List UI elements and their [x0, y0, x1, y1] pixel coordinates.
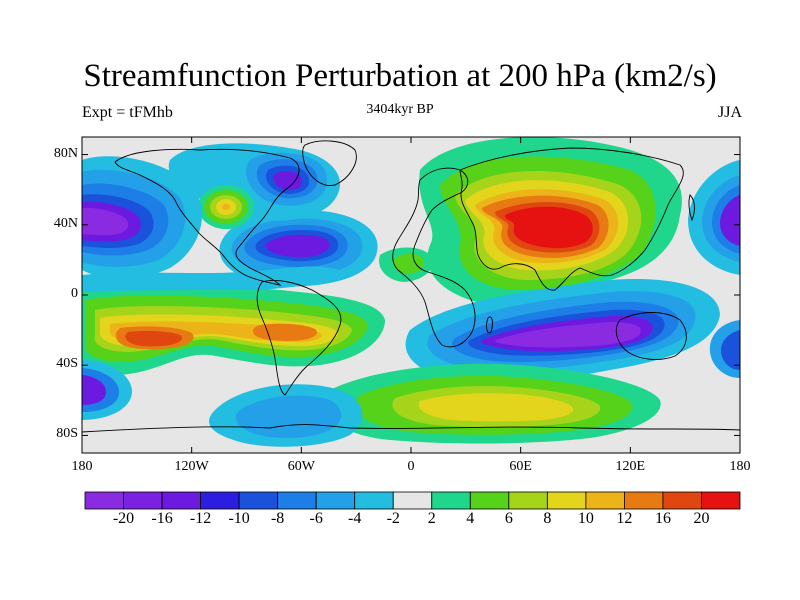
north-pacific-low-blob — [82, 156, 202, 278]
colorbar-label: -20 — [112, 510, 135, 527]
colorbar-label: -6 — [309, 510, 323, 527]
antarctica-coast — [82, 424, 740, 433]
asia-coast — [459, 147, 684, 291]
colorbar-label: 8 — [543, 510, 552, 527]
x-tick-label: 180 — [729, 459, 751, 474]
y-tick-label: 80N — [53, 145, 78, 161]
colorbar-swatch — [161, 491, 201, 510]
sp-edge-low-blob — [82, 320, 740, 420]
x-tick-label: 60W — [287, 459, 315, 474]
x-tick-label: 60E — [509, 459, 532, 474]
colorbar-label: -12 — [189, 510, 212, 527]
greenland-coast — [302, 140, 357, 186]
map-title: Streamfunction Perturbation at 200 hPa (… — [83, 58, 717, 94]
y-tick-label: 40S — [56, 356, 78, 372]
colorbar-swatch — [238, 491, 279, 510]
colorbar-label: 20 — [693, 510, 710, 527]
x-tick-label: 0 — [407, 459, 415, 474]
x-tick-label: 120E — [615, 459, 646, 474]
far-east-low-blob — [688, 160, 740, 275]
colorbar-swatch — [662, 491, 702, 510]
north-america-coast — [114, 148, 300, 286]
colorbar-swatch — [508, 491, 548, 510]
south-atlantic-band-blob — [325, 363, 661, 444]
south-pacific-high-blob — [82, 284, 385, 376]
colorbar-swatch — [701, 491, 741, 510]
coastlines — [82, 140, 740, 433]
europe-africa-coast — [392, 167, 476, 348]
colorbar-swatch — [200, 491, 240, 510]
season-label: JJA — [717, 104, 742, 121]
colorbar-swatch — [354, 491, 394, 510]
streamfunction-field — [82, 137, 740, 447]
japan-coast — [688, 194, 695, 222]
colorbar-swatch — [469, 491, 510, 510]
colorbar-swatch — [392, 491, 433, 510]
x-tick-label: 180 — [71, 459, 93, 474]
y-tick-label: 80S — [56, 426, 78, 442]
axis-ticks — [81, 137, 741, 453]
colorbar-label: 2 — [427, 510, 436, 527]
na-small-high-blob — [198, 185, 254, 229]
colorbar-swatch — [277, 491, 317, 510]
colorbar-swatch — [624, 491, 664, 510]
colorbar-swatch — [123, 491, 163, 510]
colorbar-swatch — [431, 491, 471, 510]
colorbar-label: -8 — [270, 510, 285, 527]
colorbar — [84, 491, 741, 510]
colorbar-label: 10 — [577, 510, 594, 527]
colorbar-swatch — [84, 491, 124, 510]
asian-high-blob — [419, 137, 682, 305]
colorbar-label: 12 — [616, 510, 633, 527]
indian-ocean-low-blob — [405, 279, 720, 382]
colorbar-swatch — [546, 491, 587, 510]
colorbar-label: -2 — [386, 510, 400, 527]
madagascar-coast — [486, 316, 493, 334]
colorbar-swatch — [585, 491, 625, 510]
colorbar-label: 4 — [466, 510, 475, 527]
north-atlantic-low-blob — [219, 209, 378, 287]
x-tick-label: 120W — [174, 459, 209, 474]
experiment-label: Expt = tFMhb — [82, 104, 173, 121]
y-tick-label: 40N — [53, 215, 78, 231]
canada-low-blob — [168, 143, 340, 221]
colorbar-label: -4 — [348, 510, 362, 527]
y-tick-label: 0 — [71, 286, 78, 301]
colorbar-label: 16 — [654, 510, 671, 527]
colorbar-label: 6 — [504, 510, 513, 527]
australia-coast — [615, 312, 687, 360]
colorbar-label: -10 — [228, 510, 250, 527]
south-america-coast — [256, 279, 342, 396]
colorbar-label: -16 — [151, 510, 173, 527]
time-label: 3404kyr BP — [366, 102, 434, 117]
colorbar-swatch — [315, 491, 356, 510]
